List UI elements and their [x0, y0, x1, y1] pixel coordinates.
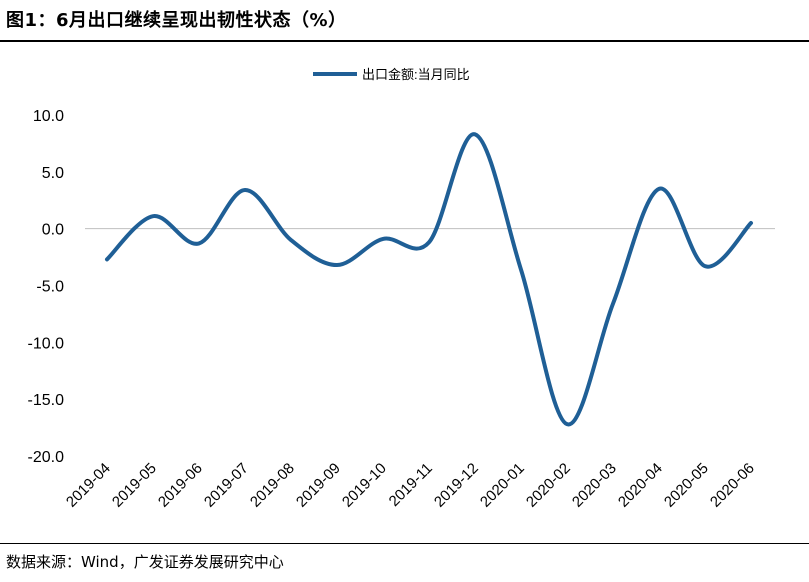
series-line	[105, 132, 753, 427]
y-tick-label: 0.0	[42, 222, 64, 239]
x-tick-label: 2020-01	[477, 460, 528, 511]
x-tick-label: 2020-04	[615, 460, 666, 511]
y-axis-ticks: 10.0 5.0 0.0 -5.0 -10.0 -15.0 -20.0	[28, 108, 65, 466]
data-points	[105, 132, 753, 426]
x-tick-label: 2019-07	[201, 460, 252, 511]
title-rule	[0, 40, 809, 42]
x-tick-label: 2020-03	[569, 460, 620, 511]
y-tick-label: -20.0	[28, 449, 65, 466]
y-tick-label: 10.0	[33, 108, 64, 125]
legend-label: 出口金额:当月同比	[362, 67, 470, 82]
x-tick-label: 2020-06	[707, 460, 758, 511]
y-tick-label: -10.0	[28, 335, 65, 352]
x-tick-label: 2019-09	[293, 460, 344, 511]
x-tick-label: 2020-02	[523, 460, 574, 511]
y-tick-label: -5.0	[36, 279, 64, 296]
y-tick-label: 5.0	[42, 165, 64, 182]
line-chart: 出口金额:当月同比 10.05.00.0-5.0-10.0-15.0-20.0 …	[28, 67, 775, 511]
legend: 出口金额:当月同比	[313, 67, 470, 82]
x-axis-ticks: 2019-042019-052019-062019-072019-082019-…	[63, 460, 758, 511]
x-tick-label: 2019-11	[386, 460, 436, 510]
x-tick-label: 2019-05	[109, 460, 160, 511]
x-tick-label: 2019-10	[339, 460, 390, 511]
x-tick-label: 2019-06	[155, 460, 206, 511]
x-tick-label: 2019-08	[247, 460, 298, 511]
x-tick-label: 2019-12	[431, 460, 482, 511]
figure-title: 图1：6月出口继续呈现出韧性状态（%）	[6, 10, 347, 31]
source-rule	[0, 543, 809, 544]
source-note: 数据来源：Wind，广发证券发展研究中心	[6, 553, 284, 571]
x-tick-label: 2019-04	[63, 460, 114, 511]
x-tick-label: 2020-05	[661, 460, 712, 511]
y-tick-label: -15.0	[28, 392, 65, 409]
